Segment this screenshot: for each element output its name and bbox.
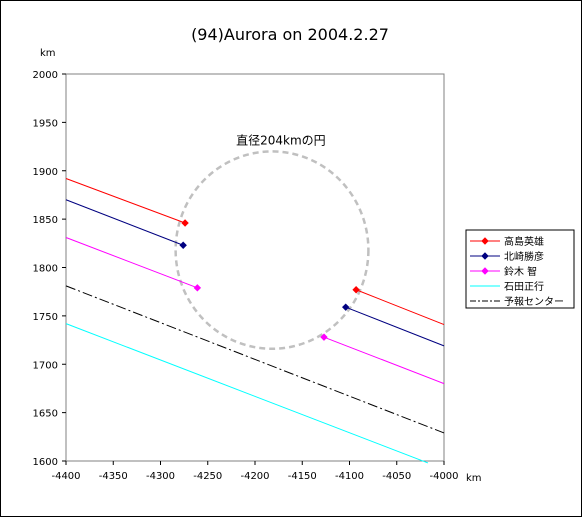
y-axis: 1600 1650 1700 1750 1800 1850 1900 1950 2000 [33, 70, 66, 468]
series-group [65, 178, 445, 464]
diameter-circle-outline [174, 150, 370, 351]
legend-label: 石田正行 [504, 280, 544, 293]
legend-label: 高島英雄 [504, 235, 544, 248]
series-1 [65, 178, 445, 326]
legend-label: 予報センター [504, 296, 564, 308]
series-line [65, 199, 184, 246]
y-tick-label: 2000 [33, 70, 58, 81]
legend-marker [481, 237, 489, 245]
y-tick-label: 1650 [33, 409, 58, 420]
series-marker [193, 284, 202, 292]
y-tick-label: 1950 [33, 118, 58, 129]
y-tick-label: 1850 [33, 215, 58, 226]
legend-label: 北崎勝彦 [504, 250, 544, 263]
series-4 [65, 323, 429, 464]
series-marker [320, 333, 328, 341]
series-line [323, 336, 445, 385]
x-tick-label: -4250 [193, 471, 222, 482]
x-tick-label: -4300 [146, 471, 175, 482]
chart-title: (94)Aurora on 2004.2.27 [191, 25, 389, 44]
x-tick-label: -4350 [99, 471, 128, 482]
series-marker [181, 219, 189, 227]
y-tick-label: 1900 [33, 167, 58, 178]
series-2 [65, 199, 445, 347]
circle-annotation: 直径204kmの円 [236, 134, 326, 148]
series-3 [65, 237, 445, 385]
y-tick-label: 1800 [33, 264, 58, 275]
series-line [345, 306, 445, 347]
x-axis-unit: km [466, 473, 482, 484]
series-line [65, 178, 186, 224]
x-tick-label: -4000 [429, 471, 458, 482]
series-line [65, 285, 445, 434]
x-tick-label: -4200 [240, 471, 269, 482]
legend-marker [481, 252, 489, 260]
series-line [355, 289, 445, 326]
y-tick-label: 1600 [33, 457, 58, 468]
x-tick-label: -4400 [51, 471, 80, 482]
y-tick-label: 1700 [33, 360, 58, 371]
x-tick-label: -4050 [382, 471, 411, 482]
legend-label: 鈴木 智 [504, 265, 537, 278]
series-line [65, 237, 198, 289]
x-tick-label: -4100 [335, 471, 364, 482]
x-axis: -4400 -4350 -4300 -4250 -4200 -4150 -4100 -4050… [51, 461, 459, 482]
y-tick-label: 1750 [33, 312, 58, 323]
legend-marker [481, 267, 489, 275]
series-marker [342, 303, 350, 311]
series-marker [179, 241, 187, 249]
diameter-circle [174, 150, 370, 351]
series-5 [65, 285, 445, 434]
series-line [65, 323, 429, 464]
plot-area [65, 73, 445, 462]
series-marker [352, 286, 360, 294]
x-tick-label: -4150 [288, 471, 317, 482]
y-axis-unit: km [40, 48, 56, 59]
